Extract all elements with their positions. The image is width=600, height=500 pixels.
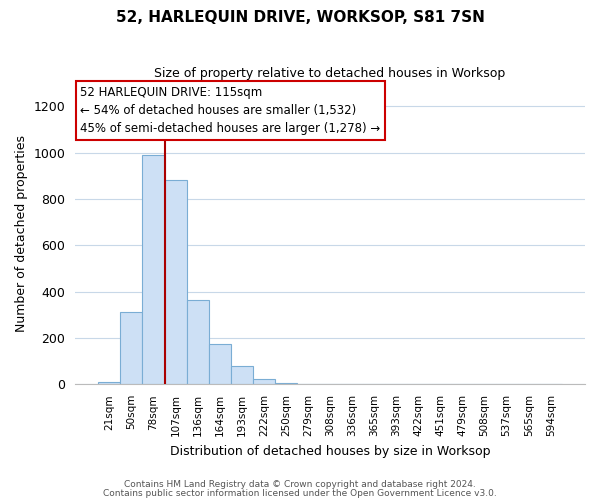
Bar bbox=[142, 155, 164, 384]
Bar bbox=[275, 383, 297, 384]
Bar bbox=[253, 379, 275, 384]
Y-axis label: Number of detached properties: Number of detached properties bbox=[15, 135, 28, 332]
Bar bbox=[209, 344, 231, 385]
Bar bbox=[164, 180, 187, 384]
Text: 52, HARLEQUIN DRIVE, WORKSOP, S81 7SN: 52, HARLEQUIN DRIVE, WORKSOP, S81 7SN bbox=[116, 10, 484, 25]
X-axis label: Distribution of detached houses by size in Worksop: Distribution of detached houses by size … bbox=[170, 444, 490, 458]
Text: 52 HARLEQUIN DRIVE: 115sqm
← 54% of detached houses are smaller (1,532)
45% of s: 52 HARLEQUIN DRIVE: 115sqm ← 54% of deta… bbox=[80, 86, 380, 135]
Bar bbox=[98, 382, 121, 384]
Text: Contains public sector information licensed under the Open Government Licence v3: Contains public sector information licen… bbox=[103, 488, 497, 498]
Bar bbox=[231, 366, 253, 384]
Bar bbox=[121, 312, 142, 384]
Title: Size of property relative to detached houses in Worksop: Size of property relative to detached ho… bbox=[154, 68, 506, 80]
Bar bbox=[187, 300, 209, 384]
Text: Contains HM Land Registry data © Crown copyright and database right 2024.: Contains HM Land Registry data © Crown c… bbox=[124, 480, 476, 489]
